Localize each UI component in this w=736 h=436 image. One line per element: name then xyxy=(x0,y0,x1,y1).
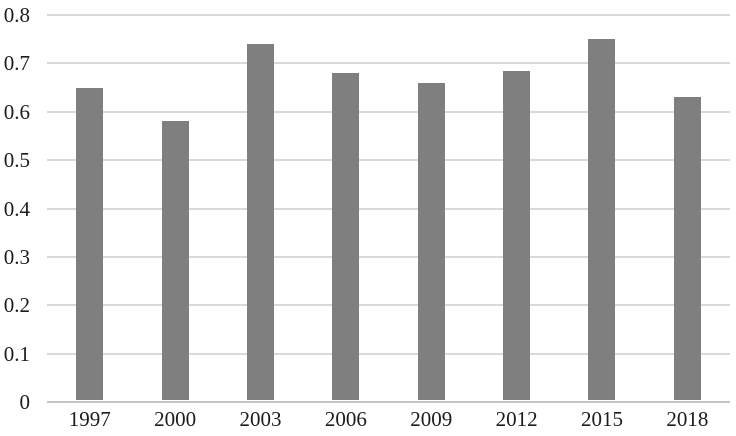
gridline xyxy=(47,14,730,16)
x-tick-label: 2009 xyxy=(410,407,453,431)
y-tick-label: 0.8 xyxy=(3,3,30,27)
x-axis-line xyxy=(47,401,730,403)
y-tick-label: 0 xyxy=(19,390,31,414)
x-tick-label: 2018 xyxy=(666,407,709,431)
x-tick-label: 2006 xyxy=(324,407,367,431)
bar-2015 xyxy=(588,39,616,400)
bar-2006 xyxy=(332,73,360,400)
y-tick-label: 0.4 xyxy=(3,196,30,221)
bar-2003 xyxy=(246,44,274,400)
bar-2009 xyxy=(417,82,445,400)
y-axis: 0.8 0.7 0.6 0.5 0.4 0.3 0.2 0.1 0 xyxy=(0,3,30,414)
y-tick-label: 0.3 xyxy=(3,244,30,269)
bar-2000 xyxy=(161,121,189,400)
gridline xyxy=(47,62,730,65)
y-tick-label: 0.6 xyxy=(3,99,30,124)
x-axis: 1997 2000 2003 2006 2009 2012 2015 2018 xyxy=(47,407,730,435)
bar-2012 xyxy=(503,70,531,400)
x-tick-label: 2000 xyxy=(154,407,197,431)
gridline xyxy=(47,159,730,162)
y-tick-label: 0.7 xyxy=(3,51,30,76)
bar-1997 xyxy=(76,87,104,400)
y-tick-label: 0.1 xyxy=(3,341,30,366)
bar-2018 xyxy=(673,97,701,400)
y-tick-label: 0.5 xyxy=(3,148,30,173)
x-tick-label: 2003 xyxy=(239,407,282,431)
gridline xyxy=(47,255,730,258)
y-tick-label: 0.2 xyxy=(3,293,30,318)
gridline xyxy=(47,304,730,307)
x-tick-label: 1997 xyxy=(68,407,111,431)
gridline xyxy=(47,110,730,113)
gridline xyxy=(47,207,730,210)
gridline xyxy=(47,352,730,355)
x-tick-label: 2015 xyxy=(580,407,623,431)
plot-area xyxy=(47,14,730,403)
x-tick-label: 2012 xyxy=(495,407,538,431)
